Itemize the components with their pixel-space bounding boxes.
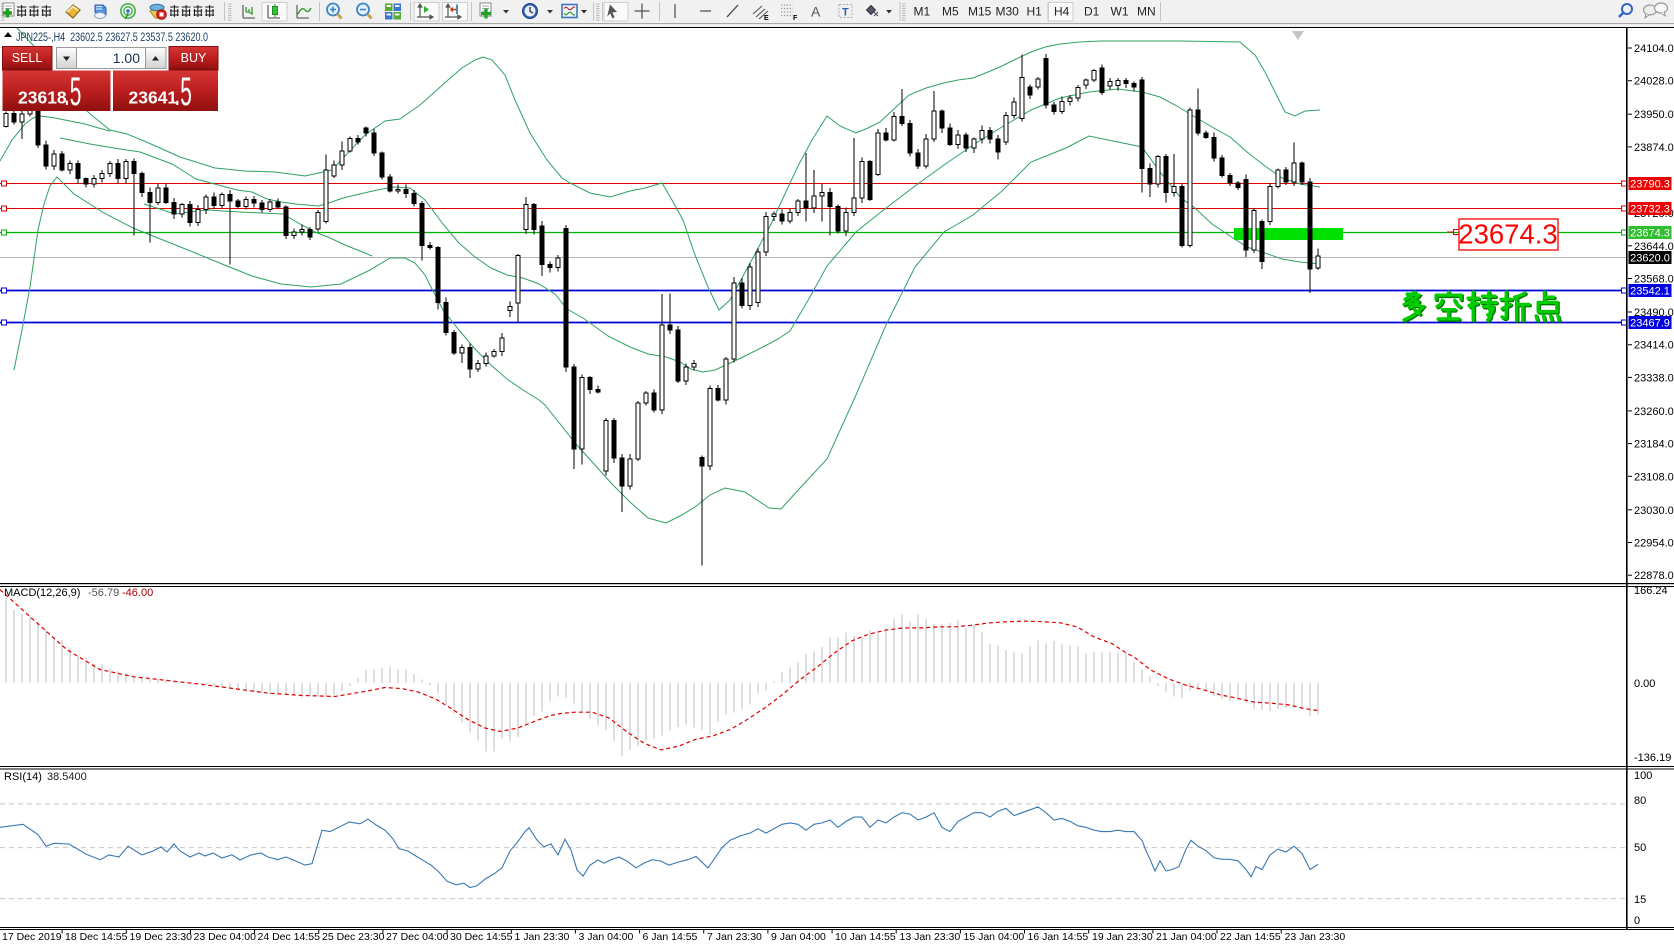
- svg-text:10 Jan 14:55: 10 Jan 14:55: [835, 931, 896, 943]
- svg-text:19 Jan 23:30: 19 Jan 23:30: [1092, 931, 1153, 943]
- svg-text:24 Dec 14:55: 24 Dec 14:55: [258, 931, 321, 943]
- svg-text:D1: D1: [1084, 5, 1100, 19]
- svg-text:80: 80: [1634, 795, 1646, 807]
- svg-text:A: A: [811, 4, 821, 20]
- svg-text:24028.0: 24028.0: [1634, 76, 1674, 88]
- svg-text:MACD(12,26,9): MACD(12,26,9): [4, 587, 80, 599]
- svg-text:166.24: 166.24: [1634, 585, 1668, 597]
- svg-text:16 Jan 14:55: 16 Jan 14:55: [1028, 931, 1089, 943]
- svg-text:24104.0: 24104.0: [1634, 43, 1674, 55]
- svg-text:23641: 23641: [129, 88, 178, 108]
- svg-text:3 Jan 04:00: 3 Jan 04:00: [579, 931, 634, 943]
- svg-text:23618: 23618: [18, 88, 67, 108]
- svg-text:23542.1: 23542.1: [1630, 286, 1670, 298]
- svg-text:M15: M15: [968, 5, 992, 19]
- svg-text:15: 15: [1634, 894, 1646, 906]
- svg-text:27 Dec 04:00: 27 Dec 04:00: [386, 931, 449, 943]
- svg-text:23467.9: 23467.9: [1630, 318, 1670, 330]
- svg-text:23620.0: 23620.0: [1630, 253, 1670, 265]
- svg-text:25 Dec 23:30: 25 Dec 23:30: [322, 931, 385, 943]
- svg-text:23030.0: 23030.0: [1634, 505, 1674, 517]
- svg-text:23644.0: 23644.0: [1634, 241, 1674, 253]
- svg-text:23338.0: 23338.0: [1634, 372, 1674, 384]
- svg-text:T: T: [842, 7, 849, 19]
- svg-text:23 Jan 23:30: 23 Jan 23:30: [1285, 931, 1346, 943]
- svg-text:9 Jan 04:00: 9 Jan 04:00: [771, 931, 826, 943]
- svg-text:BUY: BUY: [181, 51, 207, 65]
- svg-text:23184.0: 23184.0: [1634, 439, 1674, 451]
- svg-text:-136.19: -136.19: [1634, 752, 1671, 764]
- svg-text:RSI(14): RSI(14): [4, 771, 42, 783]
- svg-text:MN: MN: [1137, 5, 1156, 19]
- svg-text:30 Dec 14:55: 30 Dec 14:55: [450, 931, 513, 943]
- svg-text:13 Jan 23:30: 13 Jan 23:30: [900, 931, 961, 943]
- svg-text:1 Jan 23:30: 1 Jan 23:30: [515, 931, 570, 943]
- svg-text:23568.0: 23568.0: [1634, 274, 1674, 286]
- svg-text:0: 0: [1634, 915, 1640, 927]
- svg-text:38.5400: 38.5400: [47, 771, 87, 783]
- svg-text:23790.3: 23790.3: [1630, 179, 1670, 191]
- svg-text:H1: H1: [1027, 5, 1043, 19]
- svg-text:H4: H4: [1054, 5, 1070, 19]
- svg-text:21 Jan 04:00: 21 Jan 04:00: [1156, 931, 1217, 943]
- svg-text:M1: M1: [914, 5, 931, 19]
- svg-text:F: F: [793, 15, 798, 22]
- svg-text:19 Dec 23:30: 19 Dec 23:30: [130, 931, 193, 943]
- svg-text:W1: W1: [1111, 5, 1129, 19]
- svg-text:JPN225-,H4 23602.5 23627.5 23: JPN225-,H4 23602.5 23627.5 23537.5 23620…: [16, 32, 208, 44]
- svg-text:23414.0: 23414.0: [1634, 340, 1674, 352]
- svg-text:-46.00: -46.00: [122, 587, 153, 599]
- svg-text:6 Jan 14:55: 6 Jan 14:55: [643, 931, 698, 943]
- svg-text:22954.0: 22954.0: [1634, 538, 1674, 550]
- svg-text:E: E: [764, 15, 769, 22]
- svg-text:.5: .5: [175, 69, 192, 114]
- svg-text:1.00: 1.00: [113, 50, 140, 66]
- svg-text:23732.3: 23732.3: [1630, 204, 1670, 216]
- svg-text:15 Jan 04:00: 15 Jan 04:00: [964, 931, 1025, 943]
- svg-text:SELL: SELL: [12, 51, 43, 65]
- svg-text:100: 100: [1634, 770, 1652, 782]
- svg-text:0.00: 0.00: [1634, 678, 1655, 690]
- svg-text:23 Dec 04:00: 23 Dec 04:00: [194, 931, 257, 943]
- svg-text:23108.0: 23108.0: [1634, 471, 1674, 483]
- svg-text:18 Dec 14:55: 18 Dec 14:55: [65, 931, 128, 943]
- svg-text:23874.0: 23874.0: [1634, 142, 1674, 154]
- svg-text:23950.0: 23950.0: [1634, 109, 1674, 121]
- svg-text:-56.79: -56.79: [88, 587, 119, 599]
- svg-text:23674.3: 23674.3: [1458, 219, 1557, 250]
- svg-text:22 Jan 14:55: 22 Jan 14:55: [1220, 931, 1281, 943]
- svg-text:M5: M5: [942, 5, 959, 19]
- svg-text:7 Jan 23:30: 7 Jan 23:30: [707, 931, 762, 943]
- svg-text:23674.3: 23674.3: [1630, 228, 1670, 240]
- svg-text:M30: M30: [996, 5, 1020, 19]
- svg-text:22878.0: 22878.0: [1634, 570, 1674, 582]
- svg-text:50: 50: [1634, 842, 1646, 854]
- svg-text:.5: .5: [64, 69, 81, 114]
- svg-text:23260.0: 23260.0: [1634, 406, 1674, 418]
- svg-text:17 Dec 2019: 17 Dec 2019: [2, 931, 62, 943]
